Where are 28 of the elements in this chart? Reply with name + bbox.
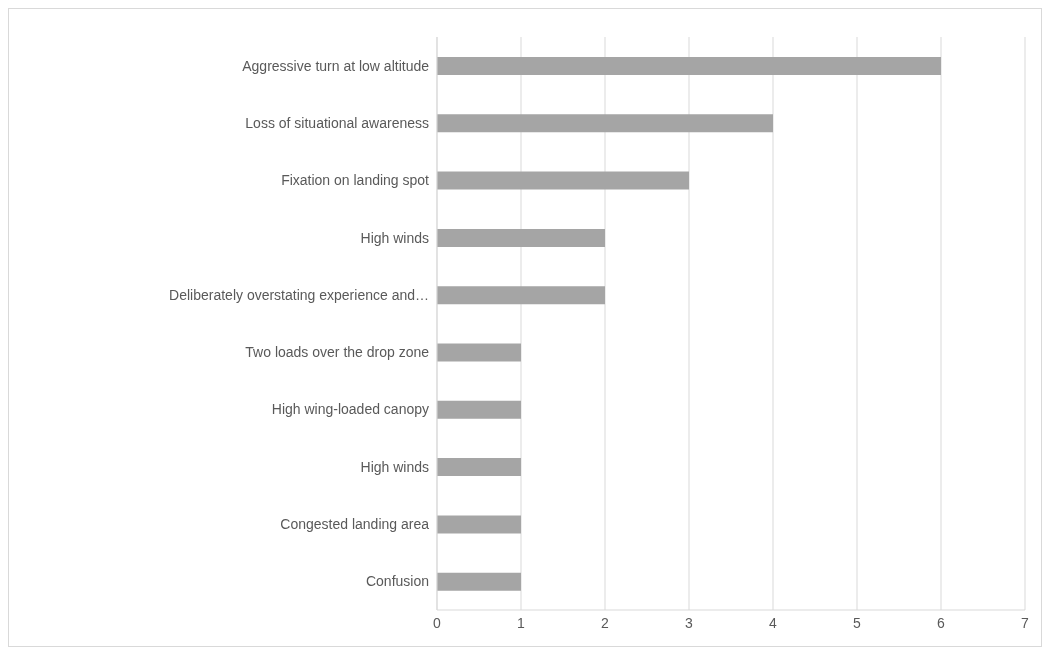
x-tick-label: 3 (685, 614, 694, 631)
bar (437, 400, 521, 419)
bar (437, 57, 941, 75)
bar (437, 114, 773, 133)
y-tick-label: High winds (360, 229, 429, 246)
bar (437, 171, 689, 190)
y-tick-label: Deliberately overstating experience and… (169, 286, 429, 303)
x-tick-label: 7 (1021, 614, 1030, 631)
x-tick-label: 1 (517, 614, 526, 631)
y-tick-label: Two loads over the drop zone (245, 344, 430, 361)
y-tick-label: Congested landing area (280, 516, 430, 533)
x-tick-label: 2 (601, 614, 610, 631)
bar (437, 515, 521, 534)
y-tick-label: Confusion (365, 573, 429, 590)
x-tick-label: 0 (433, 614, 442, 631)
x-tick-label: 5 (853, 614, 862, 631)
bar (437, 572, 521, 591)
y-tick-label: Aggressive turn at low altitude (242, 57, 430, 74)
y-tick-label: High wing-loaded canopy (271, 401, 429, 418)
bar (437, 458, 521, 477)
bar (437, 228, 605, 247)
x-tick-label: 4 (769, 614, 778, 631)
bar (437, 286, 605, 305)
x-tick-label: 6 (937, 614, 946, 631)
y-tick-label: Loss of situational awareness (245, 114, 429, 131)
y-tick-label: High winds (360, 458, 429, 475)
bar (437, 343, 521, 362)
y-tick-label: Fixation on landing spot (281, 172, 430, 189)
